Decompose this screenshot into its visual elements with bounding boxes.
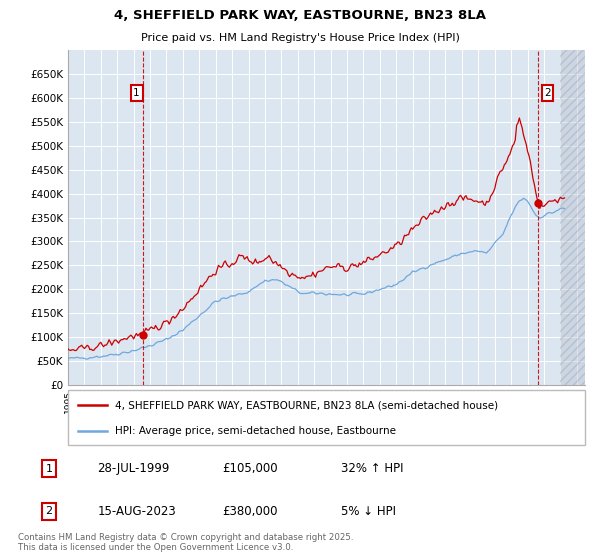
- Text: HPI: Average price, semi-detached house, Eastbourne: HPI: Average price, semi-detached house,…: [115, 426, 395, 436]
- FancyBboxPatch shape: [68, 390, 585, 445]
- Text: 2: 2: [544, 88, 551, 98]
- Text: 4, SHEFFIELD PARK WAY, EASTBOURNE, BN23 8LA: 4, SHEFFIELD PARK WAY, EASTBOURNE, BN23 …: [114, 9, 486, 22]
- Text: 28-JUL-1999: 28-JUL-1999: [97, 463, 170, 475]
- Text: 2: 2: [46, 506, 53, 516]
- Text: 5% ↓ HPI: 5% ↓ HPI: [341, 505, 396, 518]
- Text: Price paid vs. HM Land Registry's House Price Index (HPI): Price paid vs. HM Land Registry's House …: [140, 33, 460, 43]
- Text: 4, SHEFFIELD PARK WAY, EASTBOURNE, BN23 8LA (semi-detached house): 4, SHEFFIELD PARK WAY, EASTBOURNE, BN23 …: [115, 400, 497, 410]
- Text: Contains HM Land Registry data © Crown copyright and database right 2025.
This d: Contains HM Land Registry data © Crown c…: [18, 533, 353, 552]
- Text: 1: 1: [46, 464, 53, 474]
- Text: 15-AUG-2023: 15-AUG-2023: [97, 505, 176, 518]
- Text: 32% ↑ HPI: 32% ↑ HPI: [341, 463, 404, 475]
- Text: 1: 1: [133, 88, 140, 98]
- Text: £380,000: £380,000: [222, 505, 278, 518]
- Text: £105,000: £105,000: [222, 463, 278, 475]
- Bar: [560, 50, 585, 385]
